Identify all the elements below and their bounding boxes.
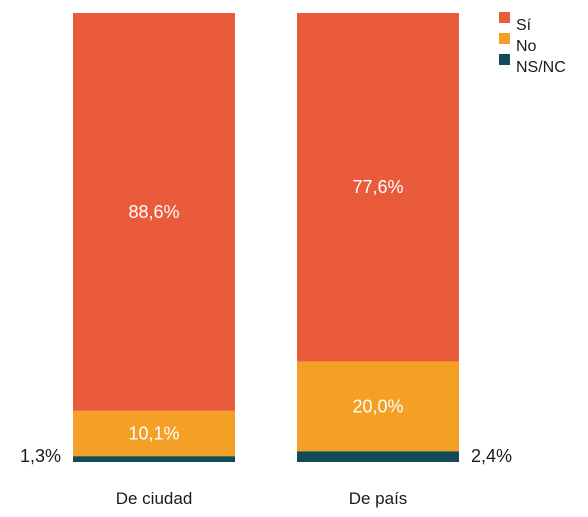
legend-label: NS/NC <box>516 59 566 76</box>
category-label: De país <box>349 489 408 508</box>
data-label: 88,6% <box>128 202 179 222</box>
category-label: De ciudad <box>116 489 193 508</box>
legend: Sí No NS/NC <box>499 12 566 76</box>
bar-segment-no-2 <box>297 361 459 452</box>
data-label: 20,0% <box>352 396 403 416</box>
legend-label: No <box>516 38 537 55</box>
data-label: 10,1% <box>128 423 179 443</box>
category-labels-layer: De ciudad De país <box>116 489 408 508</box>
bar-segment-s--1 <box>73 13 235 411</box>
legend-swatch <box>499 33 510 44</box>
bar-segment-ns-nc-2 <box>297 451 459 462</box>
data-label: 2,4% <box>471 446 512 466</box>
bar-segment-ns-nc-1 <box>73 456 235 462</box>
data-label: 1,3% <box>20 446 61 466</box>
data-labels-layer: 1,3% 10,1% 88,6% 2,4% 20,0% 77,6% <box>20 177 512 466</box>
data-label: 77,6% <box>352 177 403 197</box>
legend-label: Sí <box>516 17 532 34</box>
bar-segment-s--2 <box>297 13 459 362</box>
legend-swatch <box>499 54 510 65</box>
legend-swatch <box>499 12 510 23</box>
bars-layer <box>73 13 459 462</box>
bar-segment-no-1 <box>73 410 235 457</box>
